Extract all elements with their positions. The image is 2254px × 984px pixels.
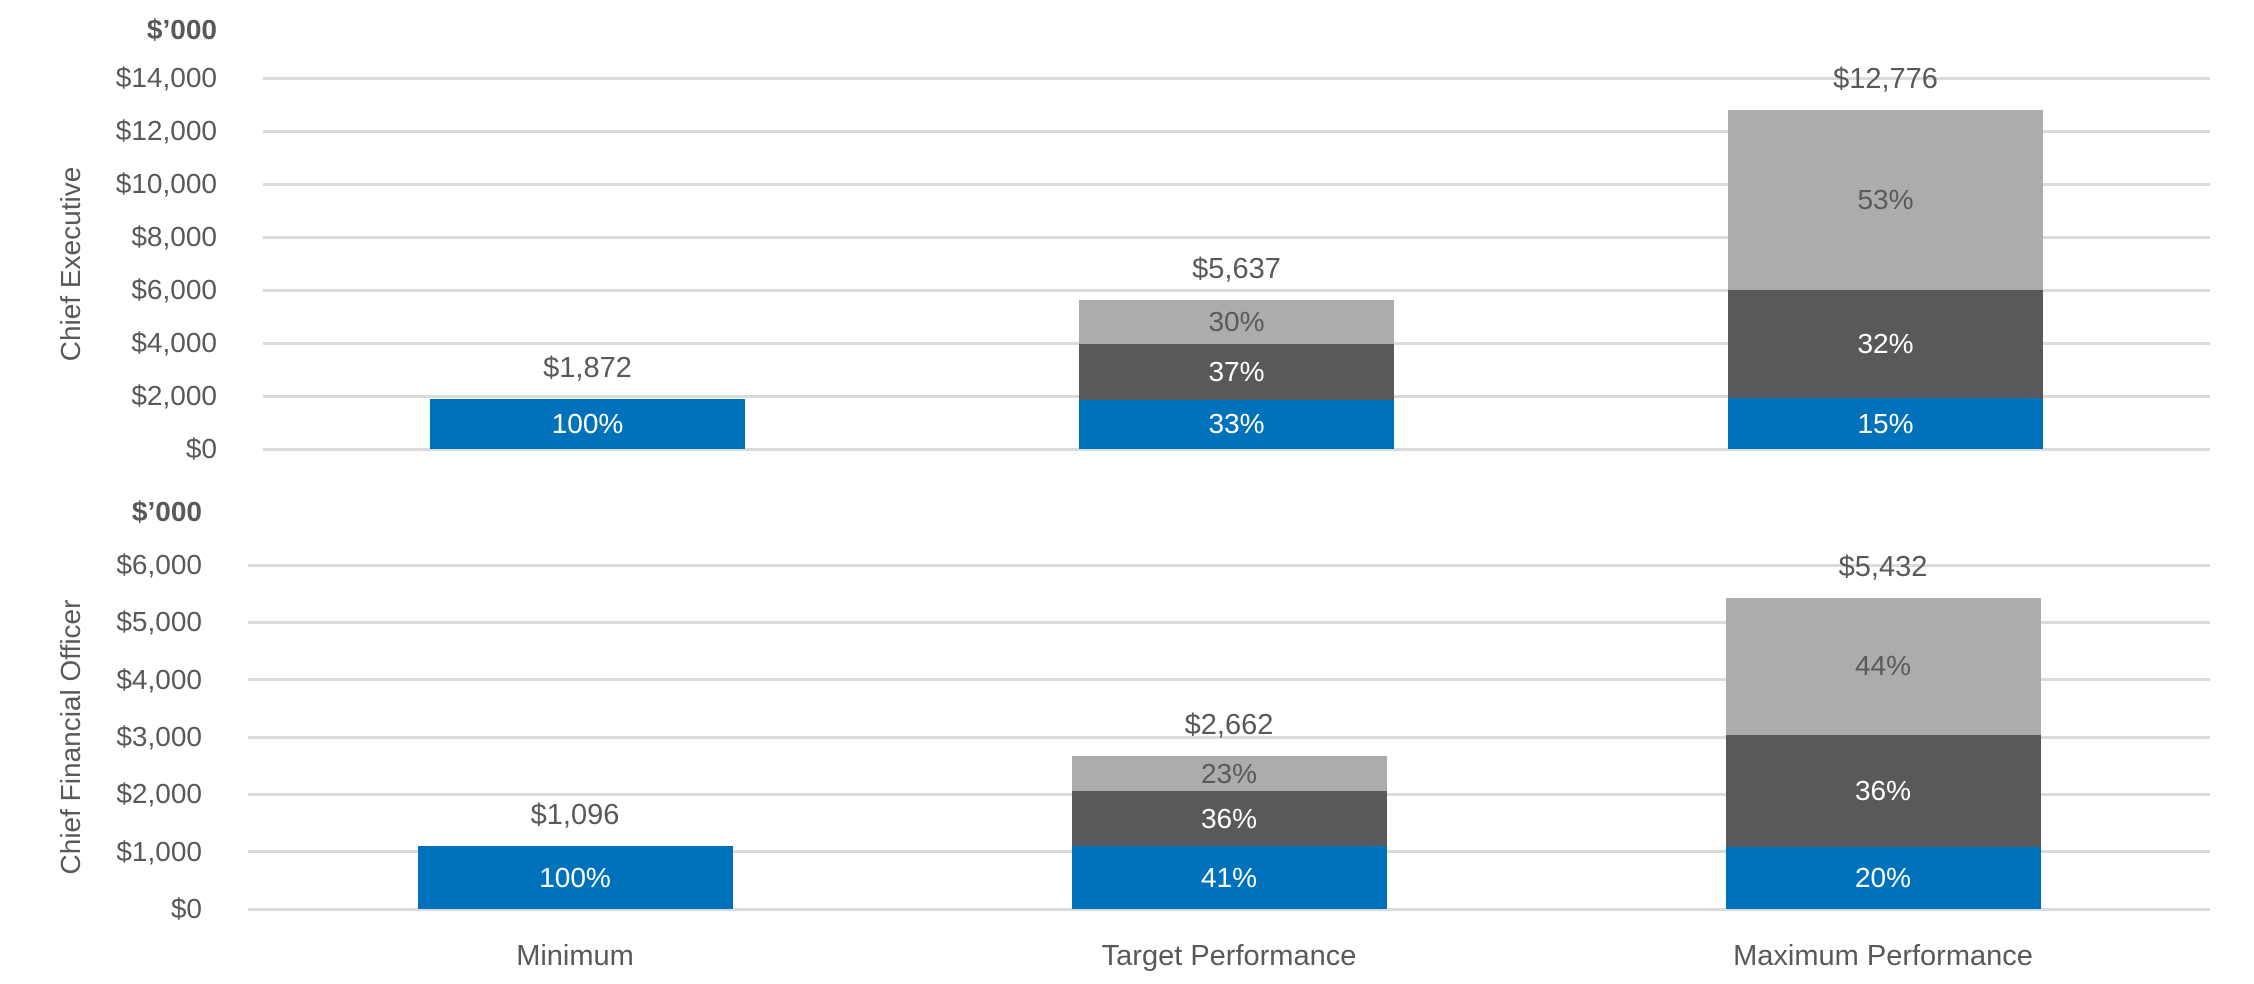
y-tick-label: $8,000: [131, 221, 217, 252]
bar-total-label: $2,662: [1184, 709, 1274, 742]
bar-segment: 23%: [1071, 756, 1387, 792]
y-tick-label: $0: [170, 893, 202, 924]
bar-segment: 100%: [417, 846, 733, 909]
gridline: [248, 907, 2210, 911]
y-axis-unit-label: $’000: [146, 14, 217, 45]
y-tick-label: $10,000: [115, 168, 217, 199]
bar-segment-percentage-label: 36%: [1854, 774, 1912, 806]
bar-segment: 36%: [1725, 734, 2041, 847]
gridline: [263, 235, 2210, 239]
y-tick-label: $4,000: [131, 327, 217, 358]
y-tick-label: $4,000: [116, 663, 202, 695]
y-tick-label: $14,000: [115, 62, 217, 93]
y-tick-label: $6,000: [131, 274, 217, 305]
bar-segment-percentage-label: 44%: [1854, 650, 1912, 682]
x-axis-category-label: Minimum: [516, 940, 634, 972]
bar-segment: 30%: [1079, 299, 1394, 345]
gridline: [263, 288, 2210, 292]
y-tick-label: $12,000: [115, 115, 217, 146]
bar-total-label: $5,637: [1192, 252, 1281, 285]
bar-segment-percentage-label: 15%: [1857, 407, 1914, 439]
bar-segment-percentage-label: 20%: [1854, 861, 1912, 893]
gridline: [263, 76, 2210, 80]
gridline: [263, 394, 2210, 398]
bar-segment-percentage-label: 100%: [551, 408, 624, 440]
bar-segment-percentage-label: 41%: [1200, 861, 1258, 893]
y-tick-label: $1,000: [116, 835, 202, 867]
bar-segment-percentage-label: 36%: [1200, 802, 1258, 834]
bar-segment-percentage-label: 33%: [1208, 408, 1265, 440]
y-tick-label: $5,000: [116, 606, 202, 638]
bar-segment: 37%: [1079, 344, 1394, 400]
gridline: [263, 341, 2210, 345]
bar-segment-percentage-label: 23%: [1200, 757, 1258, 789]
bar-segment-percentage-label: 100%: [539, 861, 611, 893]
bar-total-label: $5,432: [1838, 550, 1928, 583]
y-tick-label: $2,000: [116, 778, 202, 810]
row-label: Chief Financial Officer: [55, 599, 86, 875]
gridline: [248, 678, 2210, 682]
bar-segment: 44%: [1725, 597, 2041, 735]
bar-segment: 53%: [1728, 110, 2043, 290]
bar-segment: 15%: [1728, 398, 2043, 449]
x-axis-category-label: Maximum Performance: [1733, 940, 2033, 972]
y-tick-label: $3,000: [116, 721, 202, 752]
bar-segment-percentage-label: 53%: [1857, 184, 1914, 216]
gridline: [263, 182, 2210, 186]
gridline: [248, 735, 2210, 739]
gridline: [248, 792, 2210, 796]
gridline: [248, 850, 2210, 854]
bar-total-label: $1,096: [530, 799, 620, 832]
bar-segment: 100%: [430, 399, 745, 449]
bar-segment: 32%: [1728, 289, 2043, 399]
y-tick-label: $0: [185, 433, 217, 464]
y-tick-label: $6,000: [116, 549, 202, 580]
gridline: [248, 563, 2210, 567]
y-tick-label: $2,000: [131, 380, 217, 411]
bar-segment-percentage-label: 30%: [1208, 306, 1265, 338]
bar-segment-percentage-label: 37%: [1208, 356, 1265, 388]
bar-total-label: $1,872: [543, 352, 632, 385]
row-label: Chief Executive: [55, 166, 86, 361]
bar-total-label: $12,776: [1833, 63, 1938, 96]
bar-segment: 20%: [1725, 846, 2041, 909]
x-axis-category-label: Target Performance: [1101, 940, 1357, 972]
gridline: [263, 447, 2210, 451]
bar-segment-percentage-label: 32%: [1857, 328, 1914, 360]
gridline: [248, 620, 2210, 624]
bar-segment: 41%: [1071, 846, 1387, 909]
bar-segment: 36%: [1071, 791, 1387, 847]
gridline: [263, 129, 2210, 133]
bar-segment: 33%: [1079, 399, 1394, 449]
y-axis-unit-label: $’000: [131, 496, 202, 527]
